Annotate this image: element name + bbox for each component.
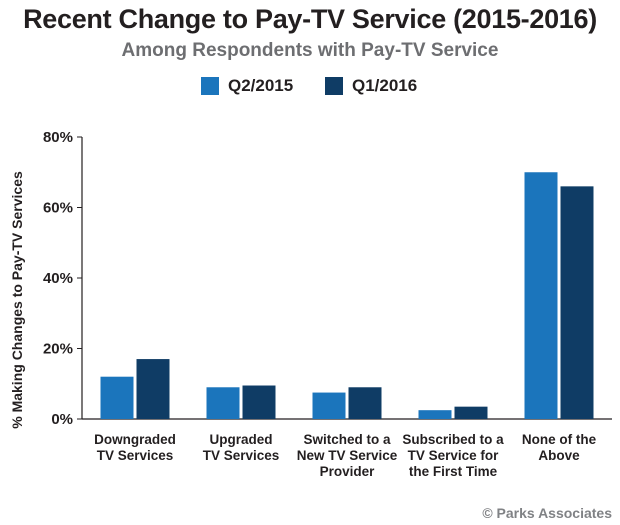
source-credit: © Parks Associates (482, 505, 612, 521)
bar-q2-2015-1 (206, 387, 240, 419)
y-tick-label: 0% (51, 411, 73, 428)
x-tick-label: Downgraded TV Services (94, 432, 176, 463)
legend-item-q2-2015: Q2/2015 (201, 76, 293, 96)
chart-title: Recent Change to Pay-TV Service (2015-20… (23, 4, 597, 34)
x-tick-label: Switched to a New TV Service Provider (296, 432, 398, 479)
legend-swatch (201, 77, 219, 95)
legend-swatch (325, 77, 343, 95)
bar-q2-2015-3 (418, 410, 452, 419)
y-tick-label: 20% (43, 341, 73, 358)
x-tick-label: Subscribed to a TV Service for the First… (402, 432, 504, 479)
bar-q1-2016-3 (454, 406, 488, 419)
bar-q1-2016-2 (348, 387, 382, 419)
bar-q2-2015-4 (524, 172, 558, 419)
legend: Q2/2015 Q1/2016 (0, 76, 620, 100)
chart-subtitle: Among Respondents with Pay-TV Service (121, 40, 499, 61)
y-tick-label: 40% (43, 270, 73, 287)
y-tick-label: 60% (43, 200, 73, 217)
bar-q1-2016-1 (242, 385, 276, 419)
x-tick-label: Upgraded TV Services (202, 432, 280, 463)
legend-item-q1-2016: Q1/2016 (325, 76, 417, 96)
bar-q2-2015-2 (312, 392, 346, 419)
y-tick-label: 80% (43, 129, 73, 146)
legend-label: Q1/2016 (352, 76, 418, 95)
bar-q1-2016-4 (560, 186, 594, 419)
bar-q2-2015-0 (100, 376, 134, 419)
x-tick-label: None of the Above (521, 432, 597, 463)
legend-label: Q2/2015 (228, 76, 294, 95)
bar-q1-2016-0 (136, 359, 170, 419)
